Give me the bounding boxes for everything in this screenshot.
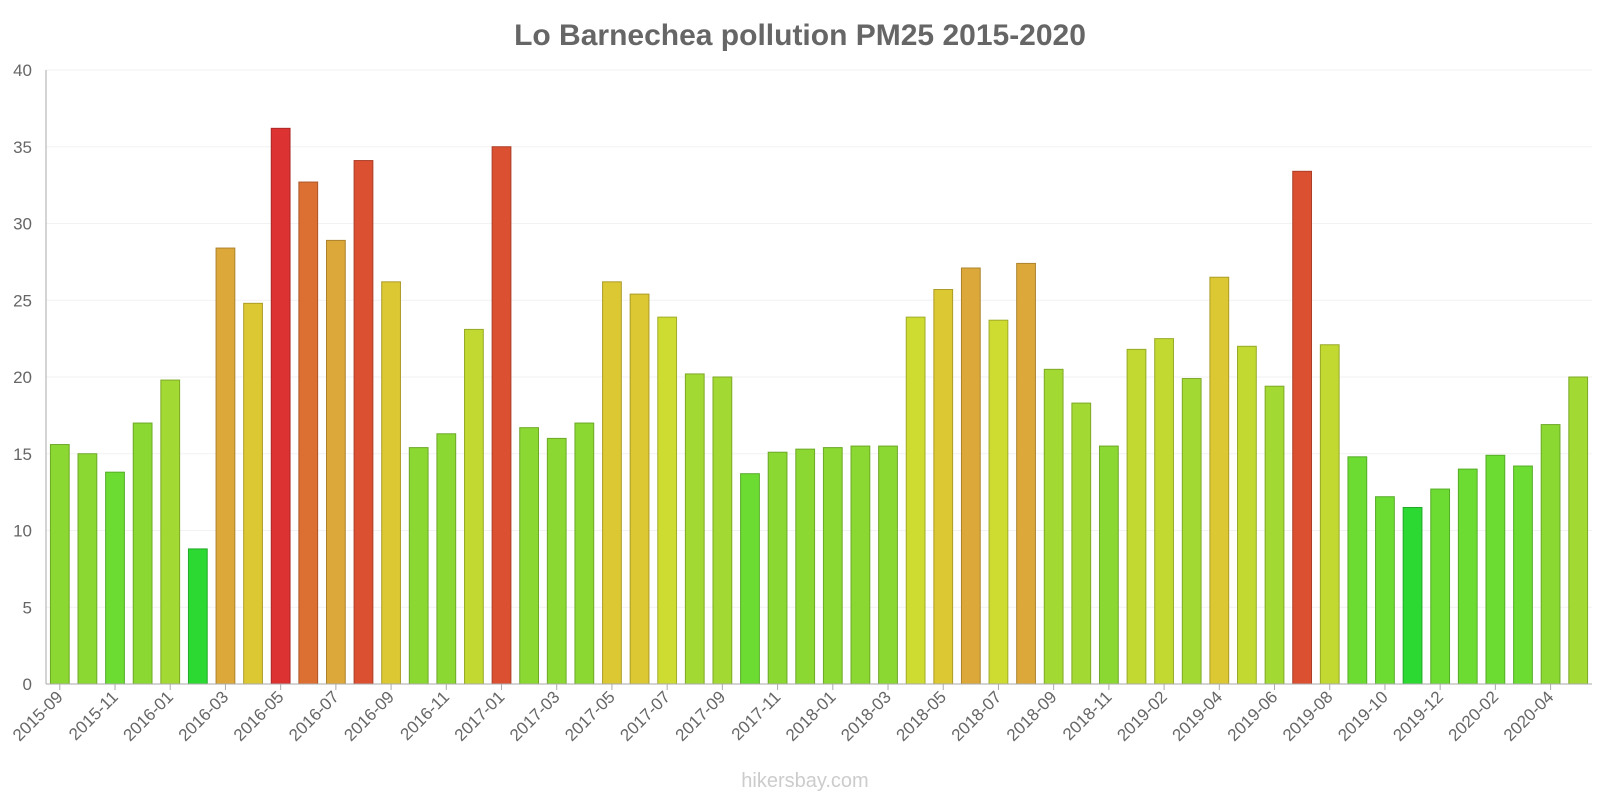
x-tick-label: 2019-02	[1113, 687, 1171, 745]
bar-2018-04	[905, 316, 926, 685]
bar-2016-03	[215, 247, 236, 685]
bar-2016-11	[436, 433, 457, 685]
bar-2017-05	[602, 281, 622, 685]
bar-2017-03	[546, 437, 567, 685]
x-tick-label: 2016-07	[285, 687, 343, 745]
y-tick-label: 0	[23, 675, 32, 694]
bar-2017-10	[740, 473, 760, 685]
x-tick-label: 2016-03	[175, 687, 233, 745]
bar-2019-12	[1430, 488, 1451, 685]
bar-2019-04	[1209, 276, 1230, 685]
bar-2017-07	[657, 316, 678, 685]
bar-2017-01	[491, 146, 512, 685]
bar-2020-01	[1457, 468, 1478, 685]
bar-2016-10	[408, 447, 429, 685]
bar-2020-02	[1485, 454, 1506, 685]
x-tick-label: 2020-02	[1445, 687, 1503, 745]
bar-2017-06	[629, 293, 650, 685]
x-tick-label: 2017-03	[506, 687, 564, 745]
y-tick-label: 30	[13, 215, 32, 234]
x-tick-label: 2019-06	[1224, 687, 1282, 745]
x-tick-label: 2018-03	[837, 687, 895, 745]
bar-2016-06	[298, 181, 319, 685]
x-tick-labels: 2015-092015-112016-012016-032016-052016-…	[9, 684, 1557, 745]
bar-2020-05	[1568, 376, 1589, 685]
x-tick-label: 2017-09	[672, 687, 730, 745]
x-tick-label: 2018-01	[782, 687, 840, 745]
y-tick-label: 5	[23, 598, 32, 617]
y-tick-labels: 0 5 10 15 20 25 30 35 40	[13, 61, 32, 694]
bar-2017-12	[795, 448, 816, 685]
x-tick-label: 2016-11	[396, 687, 453, 744]
bar-2018-05	[933, 289, 954, 685]
bar-2019-11	[1402, 506, 1423, 685]
x-tick-label: 2019-04	[1169, 687, 1227, 745]
bar-2018-10	[1071, 402, 1092, 685]
bar-2019-02	[1154, 338, 1174, 685]
bar-2019-09	[1347, 456, 1368, 685]
x-tick-label: 2017-11	[728, 687, 785, 744]
x-tick-label: 2017-05	[561, 687, 619, 745]
bar-2017-09	[712, 376, 733, 685]
bar-2018-03	[878, 445, 898, 685]
x-tick-label: 2018-05	[893, 687, 951, 745]
bar-2016-02	[187, 548, 208, 685]
y-tick-label: 10	[13, 522, 32, 541]
bar-2015-10	[77, 453, 98, 685]
y-tick-label: 25	[13, 291, 32, 310]
bar-2018-09	[1043, 368, 1064, 685]
bar-2019-08	[1319, 344, 1340, 685]
bar-2017-04	[574, 422, 595, 685]
bar-2017-08	[684, 373, 705, 685]
bar-2019-07	[1292, 170, 1313, 685]
y-tick-label: 40	[13, 61, 32, 80]
bar-2018-07	[988, 319, 1009, 685]
bar-2017-02	[519, 427, 540, 685]
bar-2020-03	[1513, 465, 1533, 685]
bar-2016-07	[325, 239, 346, 685]
x-tick-label: 2018-11	[1059, 687, 1116, 744]
bar-2015-12	[132, 422, 153, 685]
bar-2018-11	[1098, 445, 1119, 685]
bar-2020-04	[1540, 424, 1561, 685]
x-tick-label: 2019-08	[1279, 687, 1337, 745]
x-tick-label: 2019-12	[1389, 687, 1447, 745]
y-tick-label: 20	[13, 368, 32, 387]
bar-2019-06	[1264, 385, 1285, 685]
x-tick-label: 2018-07	[948, 687, 1006, 745]
bar-2016-05	[270, 127, 291, 685]
x-tick-label: 2016-05	[230, 687, 288, 745]
bar-2016-01	[160, 379, 181, 685]
x-tick-label: 2015-11	[65, 687, 122, 744]
bar-2019-01	[1126, 348, 1147, 685]
bar-2019-10	[1375, 496, 1395, 685]
bar-2015-09	[49, 444, 70, 685]
bar-2016-04	[243, 302, 263, 685]
y-tick-label: 35	[13, 138, 32, 157]
bars	[49, 127, 1589, 685]
x-tick-label: 2017-01	[451, 687, 509, 745]
bar-2015-11	[105, 471, 125, 685]
bar-2016-09	[381, 281, 401, 685]
bar-2018-02	[850, 445, 871, 685]
y-tick-label: 15	[13, 445, 32, 464]
x-tick-label: 2015-09	[9, 687, 67, 745]
bar-2018-01	[822, 447, 843, 685]
bar-2018-06	[960, 267, 981, 685]
bar-2019-05	[1237, 345, 1257, 685]
bar-2018-08	[1016, 262, 1036, 685]
bar-2017-11	[767, 451, 788, 685]
x-tick-label: 2020-04	[1500, 687, 1558, 745]
chart-title: Lo Barnechea pollution PM25 2015-2020	[514, 19, 1086, 52]
x-tick-label: 2016-09	[340, 687, 398, 745]
x-tick-label: 2017-07	[616, 687, 674, 745]
x-tick-label: 2019-10	[1334, 687, 1392, 745]
x-tick-label: 2016-01	[120, 687, 178, 745]
bar-2016-08	[353, 160, 374, 685]
x-tick-label: 2018-09	[1003, 687, 1061, 745]
bar-2016-12	[464, 328, 484, 685]
bar-2019-03	[1181, 378, 1202, 685]
credit-text: hikersbay.com	[741, 770, 868, 792]
